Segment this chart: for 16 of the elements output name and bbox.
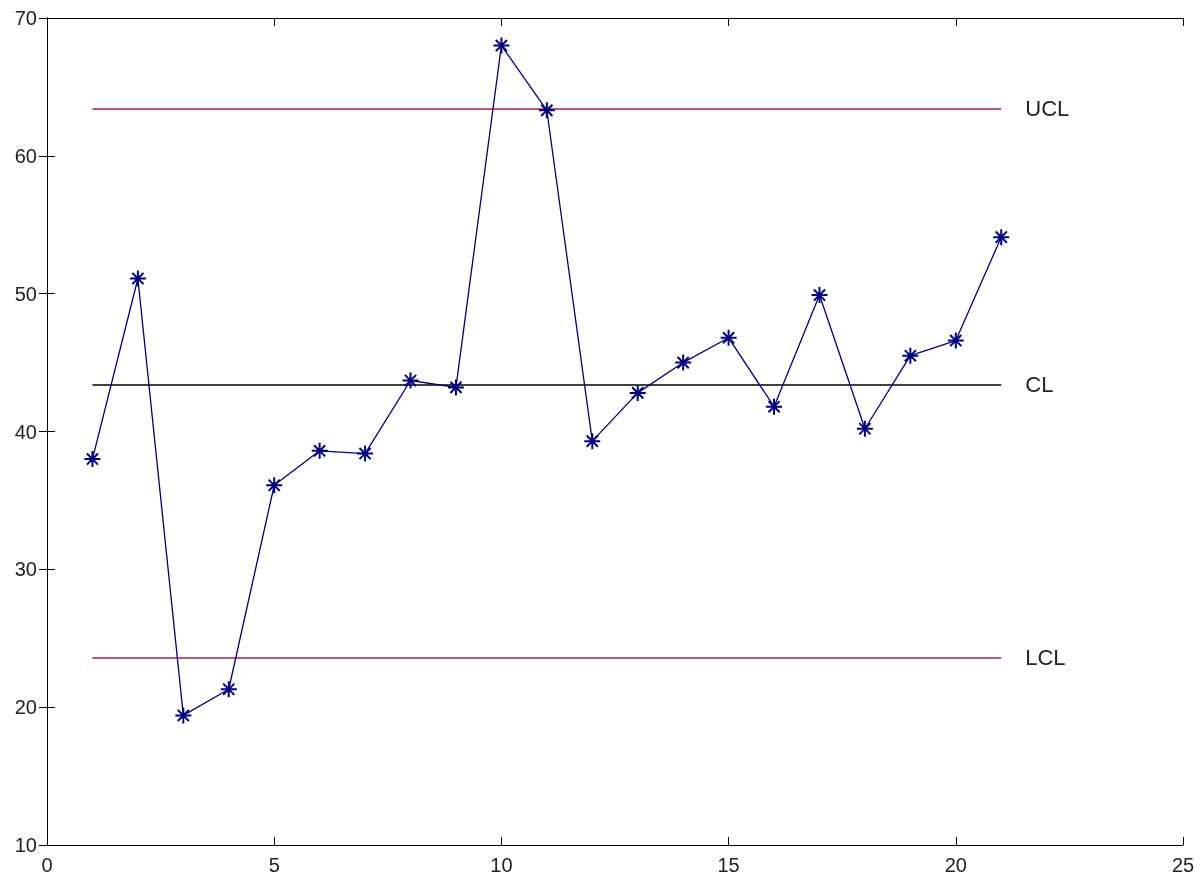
y-tick-label: 60: [14, 144, 37, 167]
y-tick-label: 10: [14, 834, 37, 856]
y-tick-label: 20: [14, 696, 37, 719]
y-tick-label: 30: [14, 558, 37, 581]
ref-line-label: LCL: [1025, 645, 1066, 671]
ref-line-label: UCL: [1025, 96, 1070, 122]
y-tick-label: 70: [14, 7, 37, 29]
x-tick-label: 5: [268, 854, 280, 876]
y-tick-label: 40: [14, 420, 37, 443]
x-tick-label: 0: [41, 854, 53, 876]
y-tick-label: 50: [14, 282, 37, 305]
ref-line-label: CL: [1025, 372, 1054, 398]
x-tick-label: 15: [717, 854, 740, 876]
x-tick-label: 10: [490, 854, 513, 876]
x-tick-label: 25: [1171, 854, 1195, 876]
x-tick-label: 20: [944, 854, 967, 876]
